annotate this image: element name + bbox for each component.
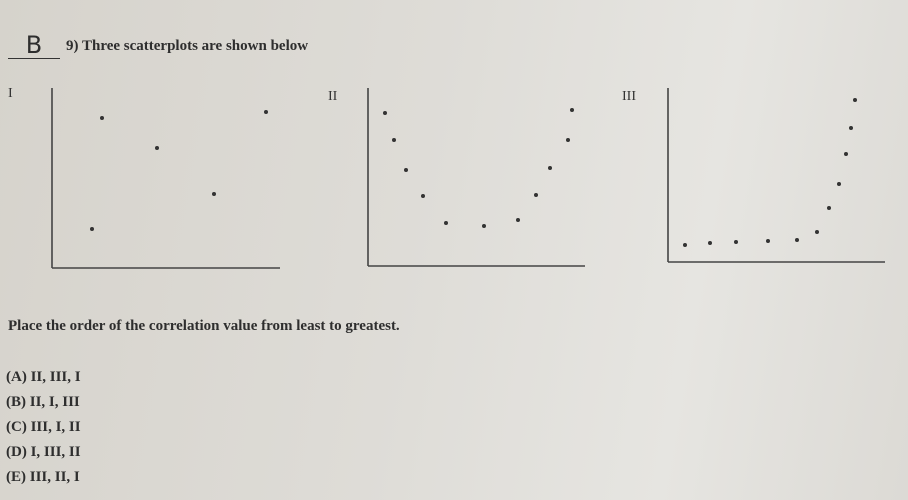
- question-prompt: Place the order of the correlation value…: [8, 318, 400, 334]
- option: (B) II, I, III: [6, 394, 80, 410]
- points: [383, 108, 574, 228]
- option: (A) II, III, I: [6, 369, 81, 385]
- option: (E) III, II, I: [6, 469, 80, 485]
- option: (D) I, III, II: [6, 444, 81, 460]
- option: (C) III, I, II: [6, 419, 81, 435]
- plot-label: I: [8, 86, 13, 101]
- answer: B: [8, 32, 60, 59]
- scatterplots: I II III: [8, 86, 885, 269]
- question-stem: 9) Three scatterplots are shown below: [66, 38, 309, 54]
- plot-label: II: [328, 89, 338, 104]
- points: [90, 110, 268, 231]
- points: [683, 98, 857, 247]
- plot-label: III: [622, 89, 636, 104]
